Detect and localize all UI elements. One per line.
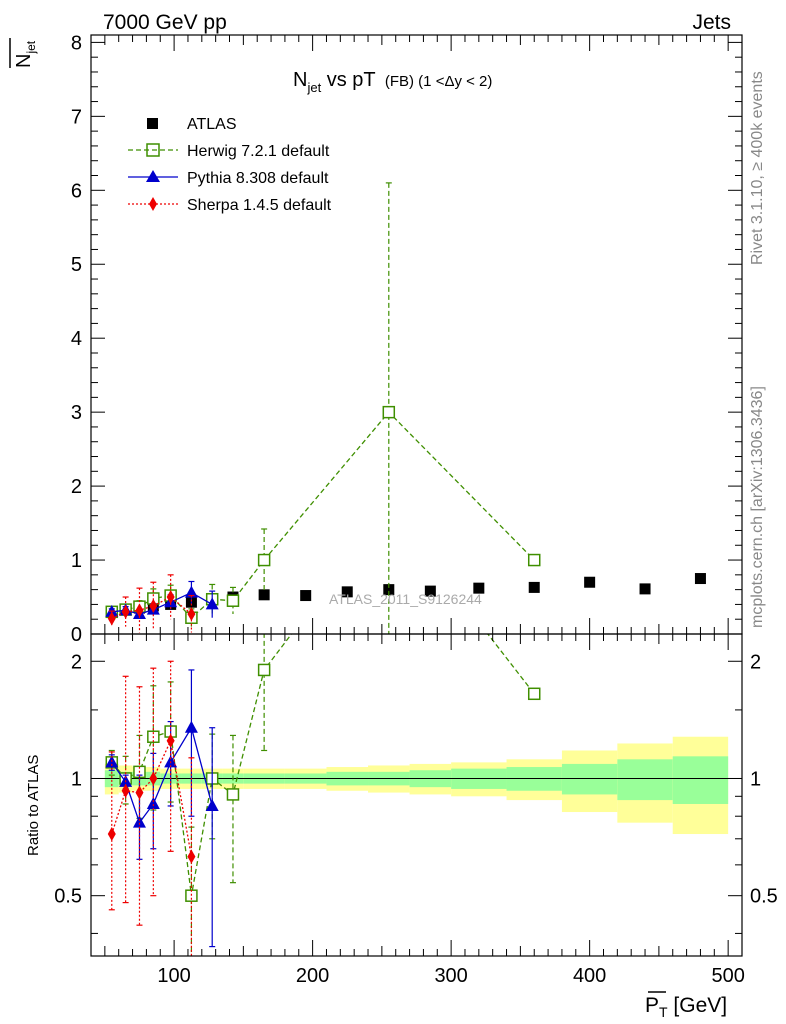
atlas-point bbox=[694, 573, 706, 585]
sherpa-point bbox=[107, 611, 116, 626]
x-tick-label: 100 bbox=[157, 965, 190, 987]
title-main: N bbox=[293, 69, 307, 91]
legend: ATLAS Herwig 7.2.1 default Pythia 8.308 … bbox=[128, 116, 332, 214]
y-tick-label: 8 bbox=[71, 32, 82, 54]
ratio-tick-label-right: 2 bbox=[750, 651, 761, 673]
pythia-point bbox=[205, 597, 219, 610]
legend-item-pythia: Pythia 8.308 default bbox=[128, 170, 329, 187]
title-rest: vs pT bbox=[321, 69, 375, 91]
atlas-point bbox=[383, 584, 395, 596]
sherpa-point bbox=[149, 771, 158, 786]
sherpa-point bbox=[166, 590, 175, 605]
legend-label-sherpa: Sherpa 1.4.5 default bbox=[187, 197, 332, 214]
herwig-point bbox=[226, 594, 240, 607]
herwig-point bbox=[527, 553, 541, 567]
herwig-point bbox=[257, 553, 271, 567]
ratio-plot-area bbox=[105, 634, 541, 956]
y-tick-label: 3 bbox=[71, 402, 82, 424]
y-axis-label-top: Njet bbox=[9, 38, 38, 68]
sherpa-point bbox=[187, 607, 196, 622]
herwig-point bbox=[527, 687, 541, 701]
y-tick-label: 2 bbox=[71, 476, 82, 498]
pythia-point bbox=[184, 720, 198, 733]
header-right: Jets bbox=[692, 11, 731, 34]
xlabel-unit: [GeV] bbox=[668, 994, 728, 1017]
analysis-watermark: ATLAS_2011_S9126244 bbox=[329, 591, 482, 607]
ratio-tick-label: 0.5 bbox=[54, 886, 82, 908]
legend-label-atlas: ATLAS bbox=[187, 116, 237, 133]
pythia-point bbox=[132, 815, 146, 828]
main-plot-area bbox=[105, 182, 706, 634]
ylabel-top-sub: jet bbox=[24, 40, 38, 54]
sherpa-point bbox=[187, 849, 196, 864]
ratio-tick-label: 1 bbox=[71, 768, 82, 790]
ratio-tick-label-right: 1 bbox=[750, 768, 761, 790]
band-inner bbox=[617, 759, 673, 801]
atlas-point bbox=[639, 583, 651, 595]
sherpa-ratio-line bbox=[111, 738, 193, 857]
mcplots-label: mcplots.cern.ch [arXiv:1306.3436] bbox=[749, 386, 766, 628]
plot-title: Njet vs pT (FB) (1 <Δy < 2) bbox=[293, 69, 492, 95]
title-cut: (1 <Δy < 2) bbox=[414, 73, 492, 90]
xlabel-sub: T bbox=[659, 1004, 668, 1020]
herwig-point bbox=[226, 788, 240, 801]
x-tick-label: 400 bbox=[573, 965, 606, 987]
atlas-point bbox=[473, 582, 485, 594]
legend-label-herwig: Herwig 7.2.1 default bbox=[187, 143, 330, 160]
sherpa-point bbox=[166, 733, 175, 748]
herwig-point bbox=[257, 663, 271, 677]
legend-item-sherpa: Sherpa 1.4.5 default bbox=[128, 197, 332, 214]
sherpa-point bbox=[149, 598, 158, 613]
sherpa-point bbox=[121, 783, 130, 798]
band-inner bbox=[672, 756, 729, 804]
atlas-point bbox=[300, 590, 312, 602]
y-axis-label-ratio: Ratio to ATLAS bbox=[25, 755, 42, 856]
legend-item-atlas: ATLAS bbox=[147, 116, 237, 133]
sherpa-point bbox=[135, 785, 144, 800]
y-tick-label: 5 bbox=[71, 254, 82, 276]
legend-label-pythia: Pythia 8.308 default bbox=[187, 170, 329, 187]
pythia-point bbox=[146, 796, 160, 809]
band-inner bbox=[561, 763, 618, 795]
ylabel-top-text: N bbox=[13, 54, 35, 68]
svg-text:Njet: Njet bbox=[13, 40, 38, 68]
ratio-frame bbox=[90, 633, 743, 957]
x-axis-label: PT [GeV] bbox=[645, 991, 727, 1020]
ratio-tick-label: 2 bbox=[71, 651, 82, 673]
legend-item-herwig: Herwig 7.2.1 default bbox=[128, 143, 330, 160]
atlas-point bbox=[424, 585, 436, 597]
x-tick-label: 200 bbox=[296, 965, 329, 987]
y-tick-label: 4 bbox=[71, 328, 82, 350]
ratio-tick-label-right: 0.5 bbox=[750, 886, 778, 908]
sherpa-point bbox=[135, 603, 144, 618]
atlas-point bbox=[258, 589, 270, 601]
sherpa-point bbox=[107, 827, 116, 842]
pythia-point bbox=[184, 585, 198, 598]
svg-text:PT [GeV]: PT [GeV] bbox=[645, 994, 727, 1020]
rivet-label: Rivet 3.1.10, ≥ 400k events bbox=[749, 71, 766, 265]
atlas-uncertainty-bands bbox=[91, 736, 742, 835]
axes: 0 1 2 3 4 5 6 7 8 0.5 0.5 1 1 2 2 100 200 300 400 500 bbox=[54, 32, 778, 987]
y-tick-label: 1 bbox=[71, 550, 82, 572]
header-left: 7000 GeV pp bbox=[103, 11, 227, 34]
title-small: (FB) bbox=[385, 73, 414, 90]
y-tick-label: 7 bbox=[71, 106, 82, 128]
sherpa-point bbox=[121, 604, 130, 619]
y-tick-label: 6 bbox=[71, 180, 82, 202]
herwig-ratio-line bbox=[111, 634, 535, 896]
pythia-point bbox=[205, 798, 219, 811]
atlas-point bbox=[584, 576, 596, 588]
x-tick-label: 500 bbox=[711, 965, 744, 987]
x-tick-label: 300 bbox=[434, 965, 467, 987]
title-main-sub: jet bbox=[306, 80, 321, 95]
herwig-line bbox=[111, 411, 535, 619]
atlas-point bbox=[528, 581, 540, 593]
atlas-point bbox=[341, 586, 353, 598]
y-tick-label: 0 bbox=[71, 624, 82, 646]
xlabel-text: P bbox=[645, 994, 659, 1017]
herwig-point bbox=[382, 405, 396, 419]
